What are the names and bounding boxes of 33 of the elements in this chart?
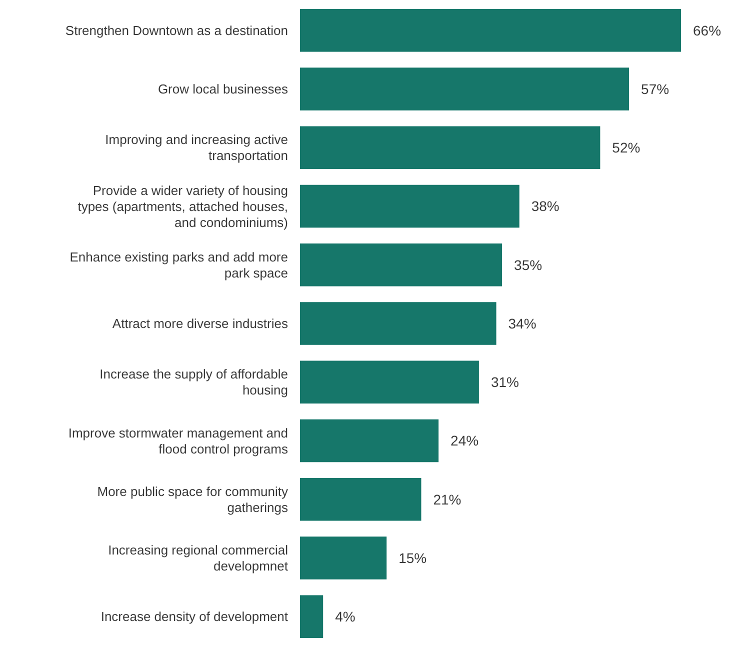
data-label: 35% [514,256,542,273]
data-label: 15% [398,550,427,566]
y-tick-label: Increase density of development [100,609,288,624]
y-tick-label: Attract more diverse industries [112,316,288,332]
data-label: 4% [335,608,356,625]
bar [300,360,479,404]
bar [300,68,630,110]
data-label: 24% [450,432,479,449]
y-tick-label: Increasing regional commercial developmnet [108,542,288,574]
bar [300,478,422,521]
data-label: 57% [641,80,670,97]
y-tick-label: Improve stormwater management and flood control programs [68,425,288,456]
data-label: 66% [693,22,722,38]
data-label: 31% [490,374,519,390]
data-label: 38% [531,198,560,214]
y-tick-label: Improving and increasing active transportation [105,132,288,164]
data-label: 52% [612,140,640,156]
bar [300,9,681,52]
y-tick-label: Strengthen Downtown as a destination [65,22,288,38]
bar [300,595,324,638]
bar [300,536,387,580]
data-label: 21% [433,491,462,508]
bar [300,126,600,170]
y-tick-label: Grow local businesses [158,82,288,97]
y-tick-label: Increase the supply of affordable housing [100,366,288,398]
y-tick-label: Enhance existing parks and add more park space [70,249,288,280]
bar [300,243,502,286]
bar [300,184,520,228]
bar [300,419,439,462]
y-tick-label: More public space for community gatherings [97,484,288,515]
bar [300,302,496,345]
y-tick-label: Provide a wider variety of housing types (apartments, attached houses, and condominiums) [78,182,288,230]
data-label: 34% [508,315,536,332]
